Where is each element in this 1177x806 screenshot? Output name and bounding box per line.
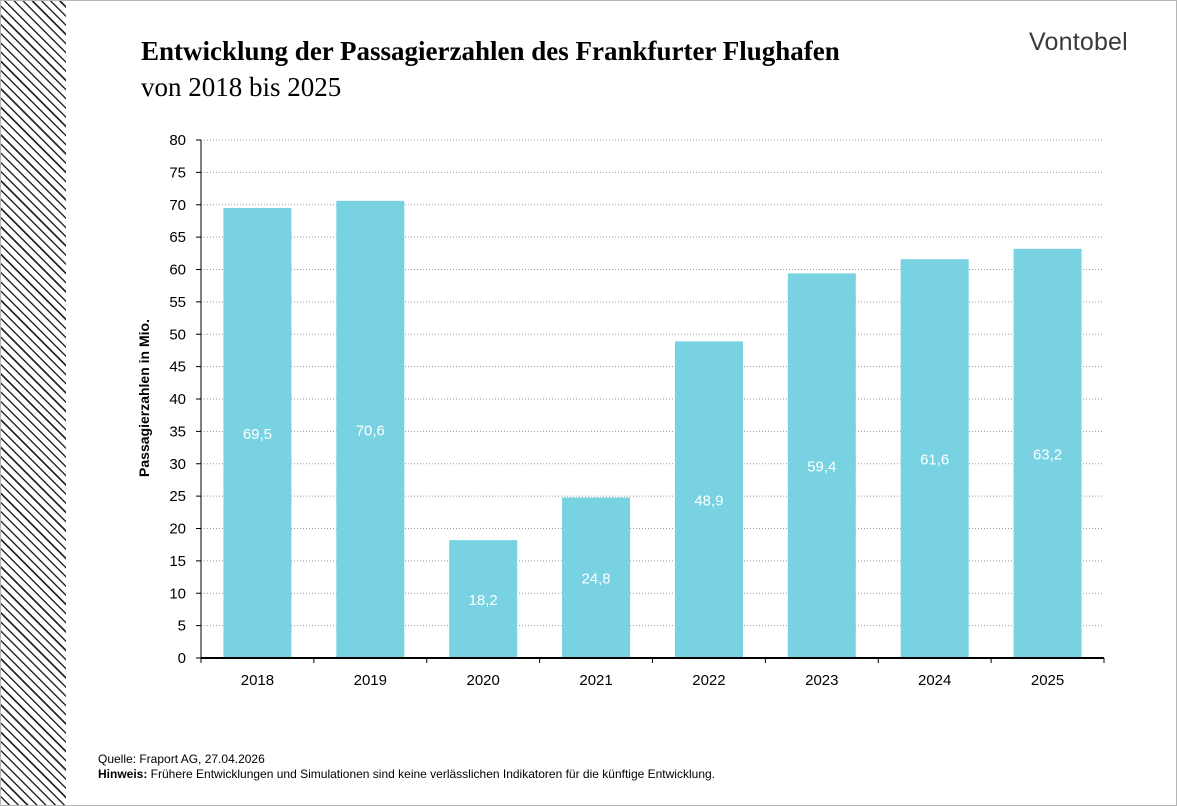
y-axis-label: Passagierzahlen in Mio. <box>136 319 152 477</box>
y-tick-label-50: 50 <box>169 326 186 343</box>
y-tick-label-80: 80 <box>169 132 186 149</box>
y-tick-label-60: 60 <box>169 262 186 279</box>
y-tick-label-15: 15 <box>169 553 186 570</box>
y-tick-label-5: 5 <box>178 618 186 635</box>
source-note: Quelle: Fraport AG, 27.04.2026 <box>98 752 265 766</box>
x-tick-label-2020: 2020 <box>467 672 500 689</box>
y-tick-label-25: 25 <box>169 488 186 505</box>
y-tick-label-0: 0 <box>178 650 186 667</box>
x-tick-label-2023: 2023 <box>805 672 838 689</box>
x-tick-label-2018: 2018 <box>241 672 274 689</box>
y-tick-label-75: 75 <box>169 164 186 181</box>
y-tick-label-45: 45 <box>169 359 186 376</box>
x-tick-label-2025: 2025 <box>1031 672 1064 689</box>
bar-value-label-2021: 24,8 <box>581 571 610 588</box>
disclaimer: Hinweis: Frühere Entwicklungen und Simul… <box>98 767 715 782</box>
y-tick-label-40: 40 <box>169 391 186 408</box>
x-tick-label-2024: 2024 <box>918 672 951 689</box>
bars: 69,5 70,6 18,2 24,8 48,9 59,4 61,6 63,2 <box>223 200 1082 659</box>
y-tick-label-70: 70 <box>169 197 186 214</box>
y-tick-label-30: 30 <box>169 456 186 473</box>
bar-2018 <box>223 207 292 659</box>
bar-value-label-2025: 63,2 <box>1033 446 1062 463</box>
bar-value-label-2019: 70,6 <box>356 422 385 439</box>
bar-value-label-2022: 48,9 <box>694 493 723 510</box>
bar-value-label-2024: 61,6 <box>920 452 949 469</box>
hatched-side-stripe <box>1 1 66 805</box>
disclaimer-label: Hinweis: <box>98 767 148 781</box>
bar-value-label-2023: 59,4 <box>807 459 836 476</box>
y-tick-label-35: 35 <box>169 423 186 440</box>
chart-subtitle: von 2018 bis 2025 <box>141 72 342 102</box>
y-tick-label-55: 55 <box>169 294 186 311</box>
disclaimer-text: Frühere Entwicklungen und Simulationen s… <box>147 767 715 781</box>
y-tick-label-20: 20 <box>169 521 186 538</box>
x-tick-label-2022: 2022 <box>692 672 725 689</box>
bar-2021 <box>562 497 631 658</box>
bar-2020 <box>449 540 518 658</box>
vontobel-logo: Vontobel <box>1029 28 1128 56</box>
bar-value-label-2018: 69,5 <box>243 426 272 443</box>
y-tick-label-65: 65 <box>169 229 186 246</box>
bar-2022 <box>674 341 743 658</box>
footer: Quelle: Fraport AG, 27.04.2026 Hinweis: … <box>98 752 715 782</box>
bar-2024 <box>900 259 969 658</box>
bar-2019 <box>336 200 405 659</box>
x-tick-label-2019: 2019 <box>354 672 387 689</box>
bar-value-label-2020: 18,2 <box>469 592 498 609</box>
chart-title: Entwicklung der Passagierzahlen des Fran… <box>141 36 840 66</box>
x-tick-label-2021: 2021 <box>579 672 612 689</box>
bar-2023 <box>787 273 856 658</box>
y-tick-label-10: 10 <box>169 585 186 602</box>
bar-2025 <box>1013 248 1082 658</box>
